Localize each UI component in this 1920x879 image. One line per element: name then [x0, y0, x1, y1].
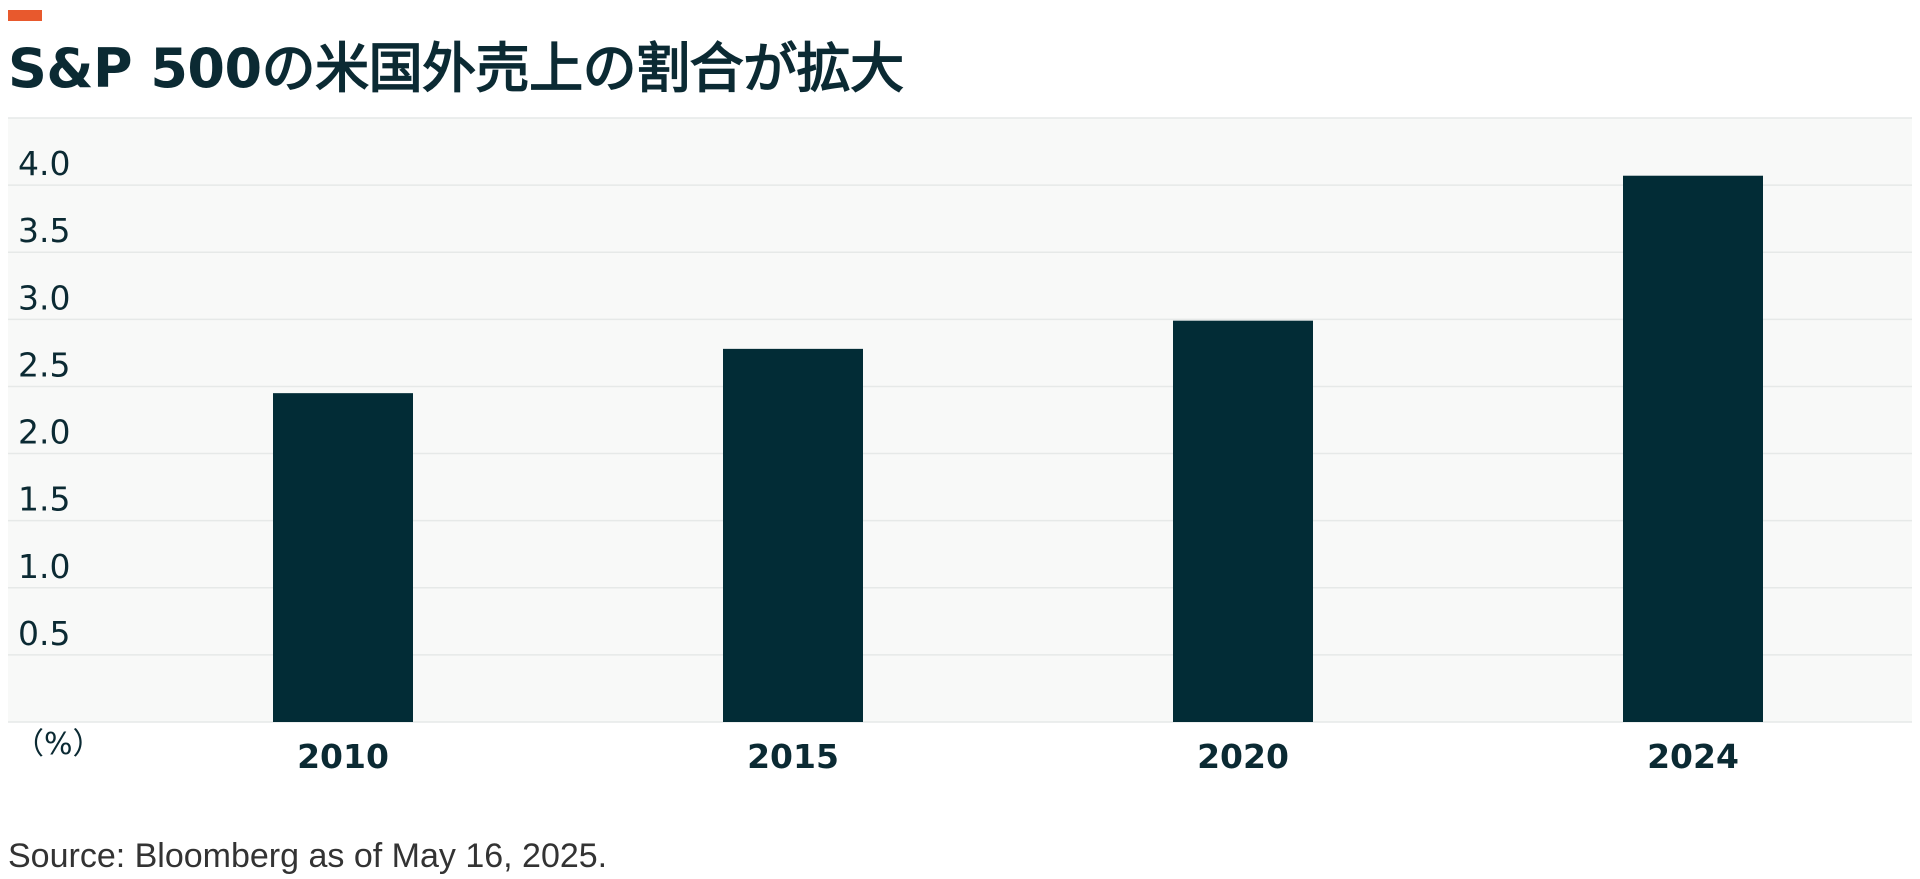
y-tick-label: 1.0 — [18, 547, 70, 586]
bar-chart: 0.5 1.0 1.5 2.0 2.5 3.0 3.5 4.0 4.5 （%） 2010 2015 20… — [8, 110, 1912, 770]
bar-2010 — [273, 393, 413, 722]
x-tick-label: 2024 — [1647, 737, 1739, 770]
y-tick-label: 4.5 — [18, 110, 70, 116]
y-tick-label: 0.5 — [18, 614, 70, 653]
y-unit-label: （%） — [14, 727, 103, 762]
bar-2015 — [723, 348, 863, 722]
y-tick-label: 4.0 — [18, 144, 70, 183]
bar-2024 — [1623, 175, 1763, 722]
x-tick-label: 2015 — [747, 737, 839, 770]
bar-2020 — [1173, 320, 1313, 722]
y-tick-label: 3.5 — [18, 211, 70, 250]
x-tick-label: 2020 — [1197, 737, 1289, 770]
x-tick-label: 2010 — [297, 737, 389, 770]
y-tick-label: 2.0 — [18, 413, 70, 452]
y-tick-label: 3.0 — [18, 278, 70, 317]
chart-title: S&P 500の米国外売上の割合が拡大 — [8, 37, 904, 100]
y-tick-label: 1.5 — [18, 480, 70, 519]
y-tick-label: 2.5 — [18, 345, 70, 384]
accent-bar — [8, 10, 42, 21]
source-note: Source: Bloomberg as of May 16, 2025. — [8, 837, 608, 875]
